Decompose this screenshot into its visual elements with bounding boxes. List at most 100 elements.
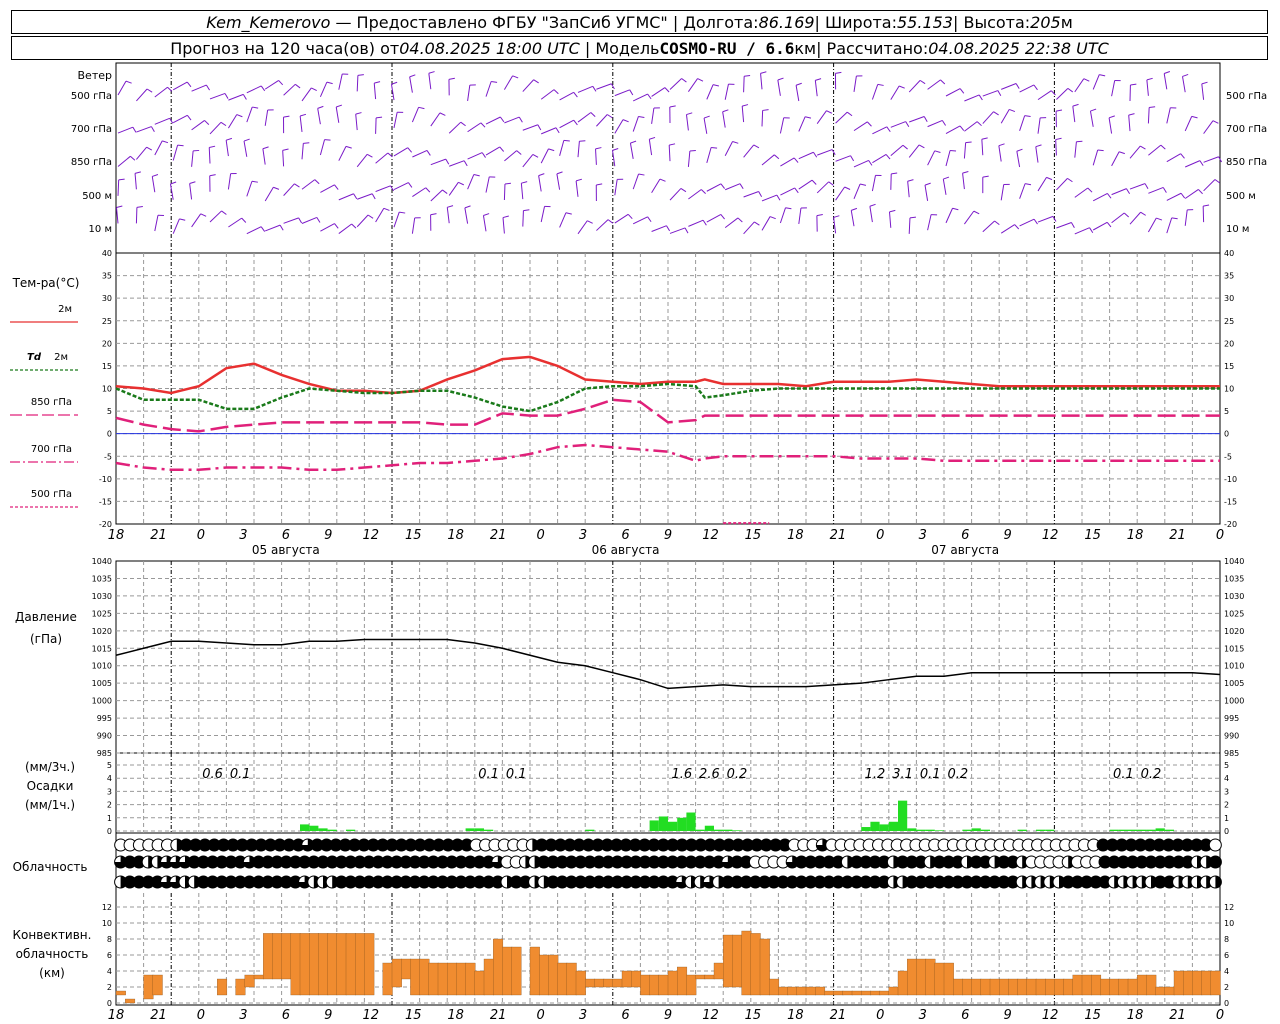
wind-barb: [559, 212, 567, 228]
wind-barb: [264, 79, 279, 90]
wind-barb: [191, 84, 207, 92]
wind-barb-feather: [283, 115, 290, 118]
wind-barb-feather: [962, 171, 969, 174]
wind-barb: [651, 178, 661, 194]
temp-ytick-right: 5: [1224, 407, 1229, 416]
cloud-cover-fill: [114, 856, 127, 868]
temp-ytick-left: 5: [107, 407, 112, 416]
conv-xtick: 15: [1084, 1008, 1101, 1023]
wind-barb: [301, 179, 316, 190]
conv-cloud-bar: [309, 933, 320, 996]
wind-barb-feather: [512, 75, 519, 79]
precip-bar: [695, 829, 705, 831]
wind-barb-feather: [481, 152, 486, 158]
temp-ytick-right: 10: [1224, 385, 1234, 394]
wind-barb: [890, 85, 900, 100]
conv-cloud-bar: [1146, 974, 1157, 996]
conv-cloud-bar: [585, 978, 596, 988]
conv-xtick: 9: [1004, 1008, 1012, 1023]
wind-barb-feather: [390, 185, 395, 192]
wind-barb: [191, 150, 194, 167]
wind-barb: [945, 88, 961, 97]
wind-barb-feather: [430, 213, 437, 216]
conv-cloud-bar: [235, 978, 246, 996]
wind-barb-feather: [1212, 120, 1219, 124]
temp-xtick: 6: [621, 528, 629, 543]
temp-xtick: 12: [702, 528, 719, 543]
wind-barb-feather: [426, 150, 431, 156]
wind-barb: [208, 147, 211, 164]
conv-cloud-bar: [483, 958, 494, 996]
conv-cloud-bar: [143, 974, 154, 1000]
wind-barb: [430, 189, 443, 202]
wind-barb: [669, 227, 686, 234]
wind-barb: [890, 121, 906, 128]
legend-td-prefix: Td: [27, 352, 42, 363]
cloud-cover-fill: [243, 856, 256, 868]
wind-barb: [888, 211, 892, 228]
conv-cloud-bar: [594, 978, 605, 988]
wind-barb-feather: [499, 146, 505, 152]
wind-barb: [795, 85, 800, 102]
precip-3h-total: 0.2: [727, 767, 748, 782]
wind-barb: [1163, 73, 1168, 90]
forecast-start: 04.08.2025 18:00 UTC: [399, 38, 580, 58]
conv-cloud-bar: [925, 958, 936, 996]
wind-barb: [853, 159, 869, 168]
temp-xtick: 0: [536, 528, 544, 543]
wind-barb-feather: [844, 186, 851, 190]
conv-xtick: 18: [787, 1008, 804, 1023]
wind-barb-feather: [998, 143, 1005, 147]
conv-cloud-bar: [824, 990, 835, 996]
wind-barb: [964, 94, 980, 102]
wind-barb: [1000, 224, 1015, 234]
wind-barb: [651, 107, 655, 124]
latitude-value: 55.153: [897, 12, 953, 32]
wind-barb: [299, 115, 303, 132]
wind-barb-feather: [326, 81, 333, 85]
wind-barb: [1092, 193, 1108, 202]
wind-barb-feather: [1180, 192, 1186, 199]
conv-cloud-bar: [631, 970, 642, 988]
cloud-cover-fill: [816, 839, 829, 852]
conv-cloud-bar: [290, 933, 301, 996]
wind-barb: [798, 179, 813, 190]
wind-barb-feather: [241, 217, 247, 223]
wind-barb-feather: [523, 209, 530, 212]
conv-cloud-bar: [437, 962, 448, 996]
wind-barb: [246, 85, 262, 94]
wind-barb: [117, 179, 120, 196]
pres-ytick-left: 1035: [92, 574, 112, 583]
wind-barb: [355, 114, 358, 131]
wind-barb: [172, 144, 179, 161]
wind-barb: [375, 185, 391, 193]
conv-cloud-bar: [566, 962, 577, 996]
wind-barb: [412, 150, 428, 158]
wind-barb: [595, 148, 597, 165]
wind-barb: [154, 215, 159, 232]
wind-barb: [1000, 184, 1005, 201]
wind-barb: [575, 180, 579, 197]
temp-xtick: 21: [490, 528, 507, 543]
wind-barb: [651, 87, 666, 97]
wind-barb-feather: [243, 138, 250, 142]
precip-3h-total: 3.1: [892, 767, 913, 782]
wind-barb-feather: [703, 115, 710, 119]
conv-xtick: 6: [282, 1008, 290, 1023]
conv-cloud-bar: [1035, 978, 1046, 996]
wind-barb: [706, 147, 712, 164]
precip-bar: [934, 830, 944, 831]
wind-level-right: 500 м: [1226, 191, 1256, 202]
wind-barb-feather: [742, 104, 749, 107]
wind-barb: [169, 183, 174, 200]
wind-barb: [669, 78, 682, 90]
wind-barb: [209, 92, 226, 100]
wind-barb-feather: [334, 184, 339, 190]
wind-barb-feather: [125, 80, 132, 84]
conv-cloud-bar: [916, 958, 927, 996]
wind-barb-feather: [976, 121, 982, 127]
precip-3h-total: 0.1: [506, 767, 527, 782]
conv-cloud-bar: [612, 978, 623, 988]
wind-barb-feather: [1014, 224, 1020, 230]
precip-bar: [1118, 829, 1128, 831]
